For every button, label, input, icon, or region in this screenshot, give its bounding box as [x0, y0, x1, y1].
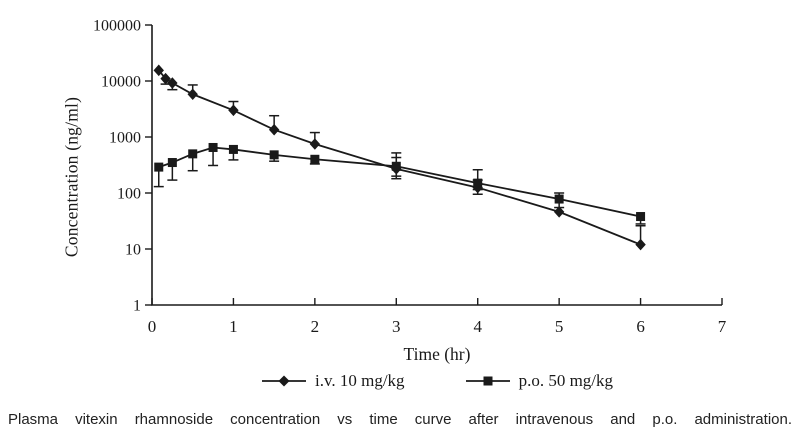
- data-point-square: [208, 142, 218, 152]
- data-point-square: [473, 178, 483, 188]
- legend-marker-square-icon: [465, 376, 510, 386]
- data-point-square: [228, 144, 238, 154]
- data-point-diamond: [635, 238, 646, 251]
- legend-label-po: p.o. 50 mg/kg: [518, 371, 614, 390]
- data-point-square: [310, 154, 320, 164]
- y-axis-tick-label: 100: [117, 186, 141, 203]
- x-axis-tick-label: 3: [392, 317, 401, 336]
- x-axis-tick-label: 1: [229, 317, 238, 336]
- legend-item-po: p.o. 50 mg/kg: [465, 371, 613, 391]
- x-axis-tick-label: 5: [555, 317, 564, 336]
- y-axis-tick-label: 10: [125, 242, 141, 259]
- y-axis-tick-label: 10000: [101, 74, 141, 91]
- legend-marker-diamond-icon: [261, 375, 306, 387]
- y-axis-tick-label: 100000: [93, 18, 141, 35]
- data-point-square: [636, 212, 646, 222]
- data-point-square: [167, 158, 177, 168]
- data-point-diamond: [268, 123, 280, 136]
- legend-item-iv: i.v. 10 mg/kg: [261, 371, 405, 391]
- x-axis-tick-label: 0: [148, 317, 157, 336]
- axis-lines: [151, 25, 722, 306]
- data-point-diamond: [309, 138, 321, 150]
- y-axis-tick-label: 1000: [109, 130, 141, 147]
- data-point-square: [391, 161, 401, 171]
- figure-caption: Plasma vitexin rhamnoside concentration …: [8, 411, 792, 428]
- x-axis-title: Time (hr): [403, 344, 471, 364]
- x-axis-tick-label: 2: [311, 317, 320, 336]
- y-axis-title: Concentration (ng/ml): [61, 96, 82, 258]
- data-point-diamond: [167, 77, 178, 89]
- x-axis-tick-label: 4: [473, 317, 482, 336]
- x-axis-tick-label: 6: [636, 317, 645, 336]
- y-axis-tick-label: 1: [133, 298, 141, 315]
- data-point-diamond: [228, 104, 239, 117]
- data-point-square: [188, 149, 198, 159]
- data-point-diamond: [187, 88, 198, 101]
- data-point-square: [154, 162, 164, 172]
- data-point-diamond: [160, 72, 171, 85]
- legend: i.v. 10 mg/kg p.o. 50 mg/kg: [37, 371, 800, 391]
- data-point-square: [554, 194, 564, 204]
- data-point-diamond: [553, 206, 565, 218]
- data-point-square: [269, 150, 279, 160]
- legend-label-iv: i.v. 10 mg/kg: [314, 371, 405, 390]
- x-axis-tick-label: 7: [718, 317, 727, 336]
- data-point-diamond: [153, 64, 164, 77]
